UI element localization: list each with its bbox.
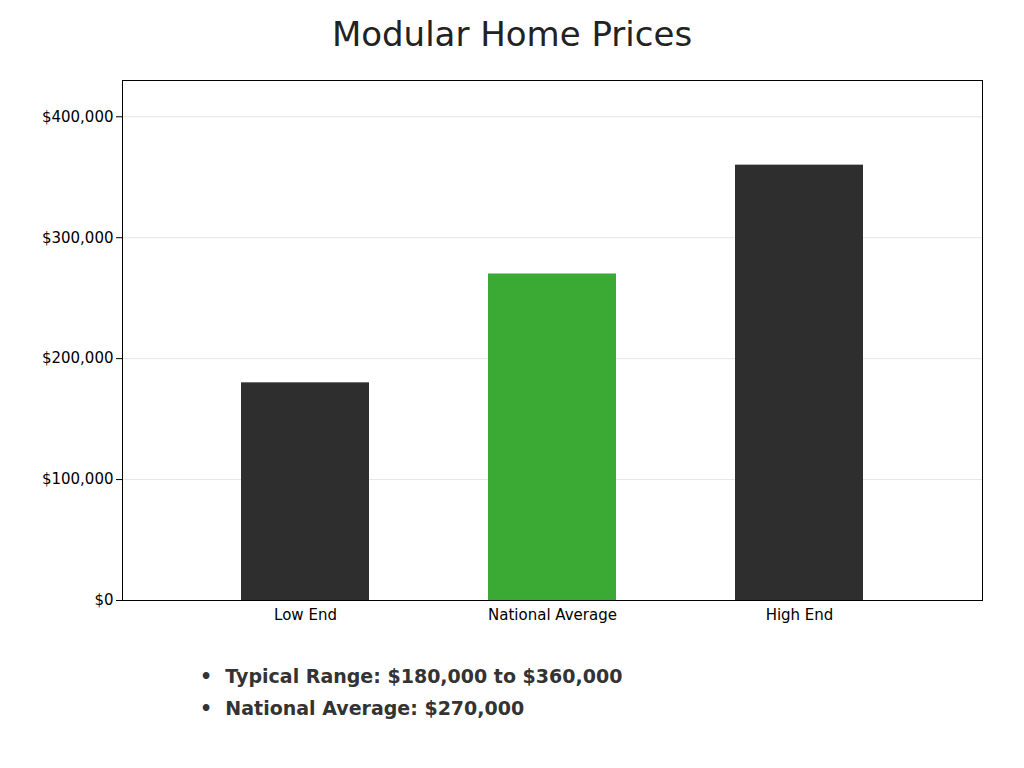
html-text:• Typical Range: $180,000 to $: • Typical Range: $180,000 to $360,000 [200,665,623,687]
svg-text:$200,000: $200,000 [42,349,114,367]
svg-text:National Average: National Average [488,606,617,624]
svg-text:$100,000: $100,000 [42,470,114,488]
svg-text:$400,000: $400,000 [42,108,114,126]
svg-text:$300,000: $300,000 [42,229,114,247]
svg-text:$0: $0 [94,591,113,609]
html-text:Modular Home Prices: Modular Home Prices [331,14,693,54]
svg-text:Low End: Low End [274,606,337,624]
html-text:• National Average: $270,000: • National Average: $270,000 [200,697,525,719]
svg-text:High End: High End [766,606,834,624]
